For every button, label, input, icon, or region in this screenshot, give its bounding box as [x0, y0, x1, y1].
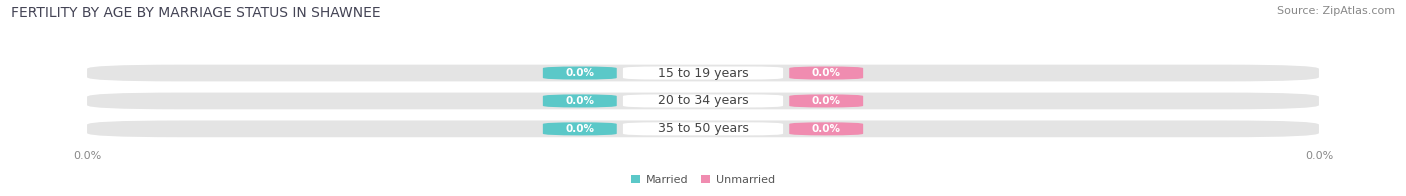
- FancyBboxPatch shape: [623, 94, 783, 107]
- FancyBboxPatch shape: [543, 122, 617, 135]
- Text: 20 to 34 years: 20 to 34 years: [658, 94, 748, 107]
- FancyBboxPatch shape: [623, 122, 783, 135]
- FancyBboxPatch shape: [543, 66, 617, 80]
- Text: 0.0%: 0.0%: [811, 68, 841, 78]
- Text: Source: ZipAtlas.com: Source: ZipAtlas.com: [1277, 6, 1395, 16]
- FancyBboxPatch shape: [543, 94, 617, 107]
- FancyBboxPatch shape: [789, 94, 863, 107]
- Text: 0.0%: 0.0%: [565, 96, 595, 106]
- Text: 0.0%: 0.0%: [565, 68, 595, 78]
- FancyBboxPatch shape: [789, 122, 863, 135]
- FancyBboxPatch shape: [623, 66, 783, 80]
- FancyBboxPatch shape: [87, 121, 1319, 137]
- Text: 0.0%: 0.0%: [811, 96, 841, 106]
- Text: 15 to 19 years: 15 to 19 years: [658, 66, 748, 80]
- Text: 35 to 50 years: 35 to 50 years: [658, 122, 748, 135]
- Legend: Married, Unmarried: Married, Unmarried: [627, 170, 779, 189]
- FancyBboxPatch shape: [87, 93, 1319, 109]
- Text: 0.0%: 0.0%: [565, 124, 595, 134]
- Text: 0.0%: 0.0%: [811, 124, 841, 134]
- Text: FERTILITY BY AGE BY MARRIAGE STATUS IN SHAWNEE: FERTILITY BY AGE BY MARRIAGE STATUS IN S…: [11, 6, 381, 20]
- FancyBboxPatch shape: [87, 65, 1319, 81]
- FancyBboxPatch shape: [789, 66, 863, 80]
